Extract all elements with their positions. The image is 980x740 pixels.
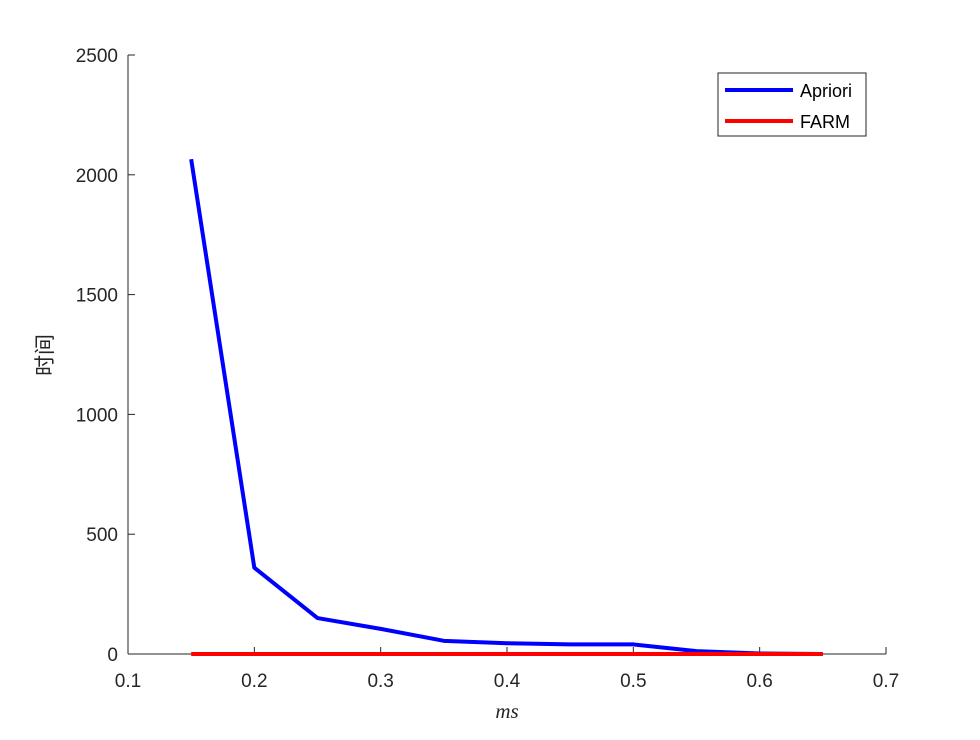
y-tick-label: 2000	[76, 166, 118, 187]
legend-box	[717, 72, 867, 137]
y-tick-label: 0	[107, 645, 118, 666]
y-axis-label: 时间	[33, 334, 57, 376]
y-tick-label: 500	[86, 525, 118, 546]
x-tick-label: 0.1	[115, 671, 141, 692]
x-tick-label: 0.6	[746, 671, 772, 692]
x-tick-label: 0.3	[367, 671, 393, 692]
x-tick-label: 0.4	[494, 671, 521, 692]
series-line	[189, 158, 823, 656]
legend-label: Apriori	[800, 81, 852, 101]
x-tick-label: 0.5	[620, 671, 646, 692]
legend-label: FARM	[800, 112, 850, 132]
x-tick-label: 0.7	[873, 671, 899, 692]
y-tick-label: 1500	[76, 286, 118, 307]
x-tick-label: 0.2	[241, 671, 267, 692]
x-axis-label: ms	[495, 699, 518, 723]
y-tick-label: 2500	[76, 46, 118, 67]
y-tick-label: 1000	[76, 405, 118, 426]
